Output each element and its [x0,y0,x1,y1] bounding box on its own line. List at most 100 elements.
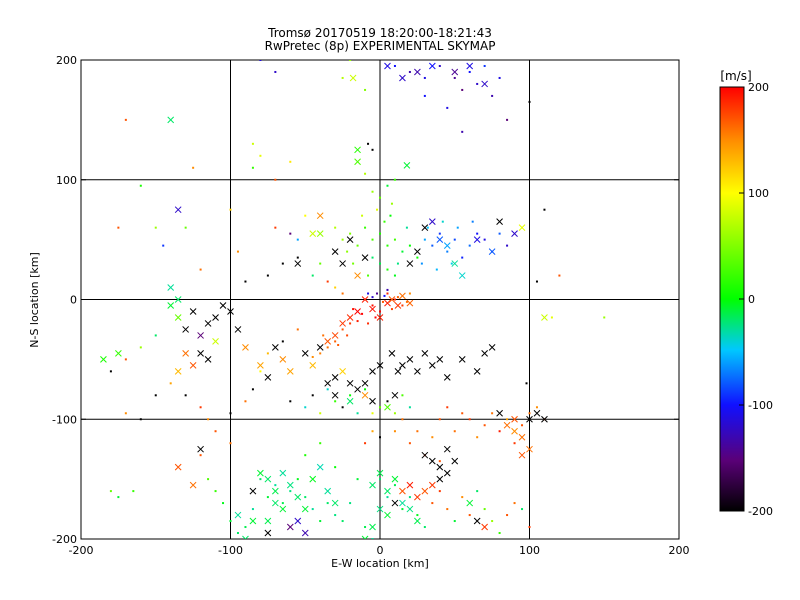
data-point-dot [438,418,441,421]
data-point-cross [279,505,287,513]
data-point-cross [301,350,309,357]
data-point-dot [352,308,355,311]
data-point-cross [399,362,406,369]
data-point-cross [376,362,384,369]
data-point-cross [204,320,212,327]
cross-stroke [436,236,444,243]
cross-stroke [212,338,219,345]
data-point-dot [274,70,277,73]
x-tick-label: 0 [377,544,384,557]
data-point-dot [154,334,157,337]
data-point-cross [286,367,294,375]
data-point-dot [420,262,423,265]
data-point-cross [451,260,459,267]
data-point-dot [326,346,329,349]
cross-stroke [473,517,481,525]
cross-stroke [354,146,361,154]
data-point-cross [197,445,204,453]
y-tick-label: 200 [56,54,77,67]
data-point-dot [229,520,232,523]
data-point-dot [371,238,374,241]
data-point-dot [367,142,370,145]
data-point-cross [458,356,466,363]
data-point-dot [376,208,379,211]
data-point-cross [115,350,122,357]
cross-stroke [399,292,406,300]
data-point-dot [274,484,277,487]
data-point-cross [526,415,533,423]
colorbar-label: [m/s] [720,69,751,83]
data-point-dot [259,478,262,481]
data-point-dot [349,232,352,235]
data-point-dot [356,412,359,415]
data-point-cross [309,362,317,369]
data-point-cross [264,517,272,525]
data-point-dot [364,388,367,391]
data-point-dot [550,316,553,319]
cross-stroke [369,481,376,489]
cross-stroke [384,487,391,495]
cross-stroke [197,350,204,357]
data-point-cross [242,535,249,539]
data-point-cross [174,367,182,375]
data-point-dot [266,274,269,277]
cross-stroke [249,487,257,495]
data-point-dot [364,172,367,175]
data-point-dot [266,496,269,499]
data-point-dot [371,190,374,193]
data-point-dot [139,418,142,421]
data-point-dot [334,226,337,229]
cross-stroke [219,302,227,309]
cross-stroke [174,296,182,303]
data-point-dot [352,262,355,265]
data-point-dot [207,418,210,421]
data-point-dot [498,76,501,79]
data-point-dot [124,358,127,361]
cross-stroke [257,469,264,477]
cross-stroke [309,475,317,483]
cross-stroke [227,308,234,315]
data-point-dot [441,220,444,223]
data-point-cross [526,445,533,453]
data-point-dot [401,418,404,421]
data-point-dot [423,238,426,241]
cross-stroke [346,314,354,321]
y-tick-label: 100 [56,174,77,187]
data-point-dot [383,294,386,297]
data-point-cross [388,296,396,303]
data-point-dot [461,412,464,415]
cross-stroke [391,499,399,507]
cross-stroke [242,344,249,351]
data-point-dot [453,520,456,523]
cross-stroke [436,356,444,363]
data-point-dot [408,496,411,499]
cross-stroke [421,224,429,232]
data-point-cross [403,162,411,169]
data-point-dot [236,532,239,535]
data-point-dot [453,430,456,433]
data-point-cross [264,529,272,537]
data-point-dot [304,214,307,217]
colorbar-tick-label: -200 [748,505,773,518]
data-point-dot [281,262,284,265]
data-point-dot [326,388,329,391]
data-point-dot [109,370,112,373]
data-point-cross [399,487,406,495]
data-point-dot [446,250,449,253]
data-point-cross [271,487,279,495]
data-point-cross [264,475,272,483]
data-point-dot [274,226,277,229]
data-point-dot [371,148,374,151]
data-point-cross [271,499,279,507]
data-point-dot [468,244,471,247]
data-point-cross [174,296,182,303]
data-point-dot [483,424,486,427]
data-point-cross [174,463,182,471]
data-point-dot [139,346,142,349]
data-point-cross [339,320,346,327]
data-point-dot [117,496,120,499]
data-point-dot [476,490,479,493]
cross-stroke [399,74,406,82]
cross-stroke [511,427,518,435]
cross-stroke [414,68,421,76]
